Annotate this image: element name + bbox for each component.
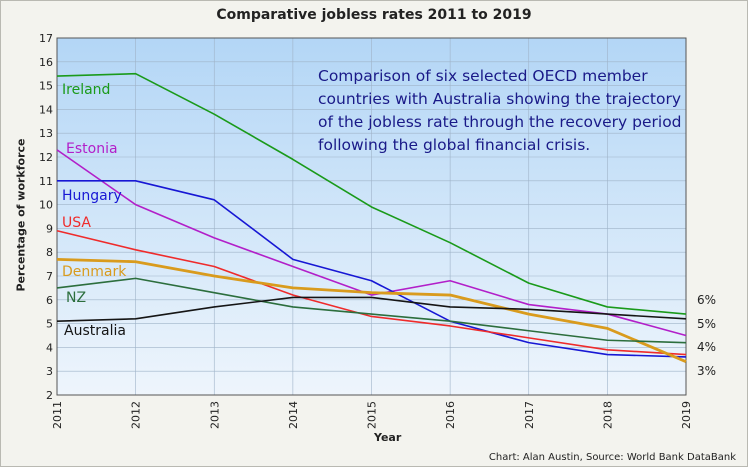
series-line-estonia bbox=[56, 149, 687, 337]
series-line-usa bbox=[56, 230, 687, 356]
x-tick-label: 2016 bbox=[444, 401, 457, 429]
series-label-estonia: Estonia bbox=[66, 141, 118, 157]
y-tick-label: 13 bbox=[39, 127, 53, 140]
series-label-denmark: Denmark bbox=[62, 264, 127, 280]
series-label-australia: Australia bbox=[64, 323, 126, 339]
x-tick-label: 2017 bbox=[523, 401, 536, 429]
y-tick-label: 11 bbox=[39, 175, 53, 188]
series-line-ireland bbox=[56, 72, 687, 315]
chart-credit: Chart: Alan Austin, Source: World Bank D… bbox=[488, 452, 736, 463]
y-tick-label: 16 bbox=[39, 56, 53, 69]
y-tick-label: 17 bbox=[39, 32, 53, 45]
series-label-hungary: Hungary bbox=[62, 188, 122, 204]
x-tick-label: 2011 bbox=[51, 401, 64, 429]
right-label-3: 3% bbox=[697, 364, 717, 378]
series-line-hungary bbox=[57, 180, 687, 358]
x-axis-label: Year bbox=[374, 431, 402, 444]
series-label-usa: USA bbox=[62, 215, 91, 231]
x-tick-label: 2014 bbox=[287, 401, 300, 429]
y-tick-label: 7 bbox=[46, 270, 53, 283]
x-tick-label: 2013 bbox=[208, 401, 221, 429]
y-tick-label: 3 bbox=[46, 365, 53, 378]
y-tick-label: 12 bbox=[39, 151, 53, 164]
y-tick-label: 2 bbox=[46, 389, 53, 402]
series-line-australia bbox=[56, 296, 687, 323]
y-tick-label: 15 bbox=[39, 80, 53, 93]
x-tick-label: 2018 bbox=[601, 401, 614, 429]
y-tick-label: 8 bbox=[46, 246, 53, 259]
y-axis-label: Percentage of workforce bbox=[14, 138, 28, 292]
plot-border bbox=[56, 37, 687, 396]
y-tick-label: 10 bbox=[39, 199, 53, 212]
series-label-ireland: Ireland bbox=[62, 82, 110, 98]
right-label-5: 5% bbox=[697, 317, 717, 331]
y-tick-label: 5 bbox=[46, 318, 53, 331]
series-label-nz: NZ bbox=[66, 290, 86, 306]
series-line-nz bbox=[56, 277, 687, 344]
chart-annotation: Comparison of six selected OECD member c… bbox=[318, 67, 682, 154]
y-tick-label: 4 bbox=[46, 341, 53, 354]
chart-title: Comparative jobless rates 2011 to 2019 bbox=[216, 7, 532, 23]
x-tick-label: 2012 bbox=[130, 401, 143, 429]
x-tick-label: 2015 bbox=[366, 401, 379, 429]
y-tick-label: 6 bbox=[46, 294, 53, 307]
series-line-denmark bbox=[56, 257, 687, 363]
y-tick-label: 14 bbox=[39, 103, 53, 116]
x-tick-label: 2019 bbox=[680, 401, 693, 429]
right-label-4: 4% bbox=[697, 340, 717, 354]
y-tick-label: 9 bbox=[46, 222, 53, 235]
right-label-6: 6% bbox=[697, 293, 717, 307]
